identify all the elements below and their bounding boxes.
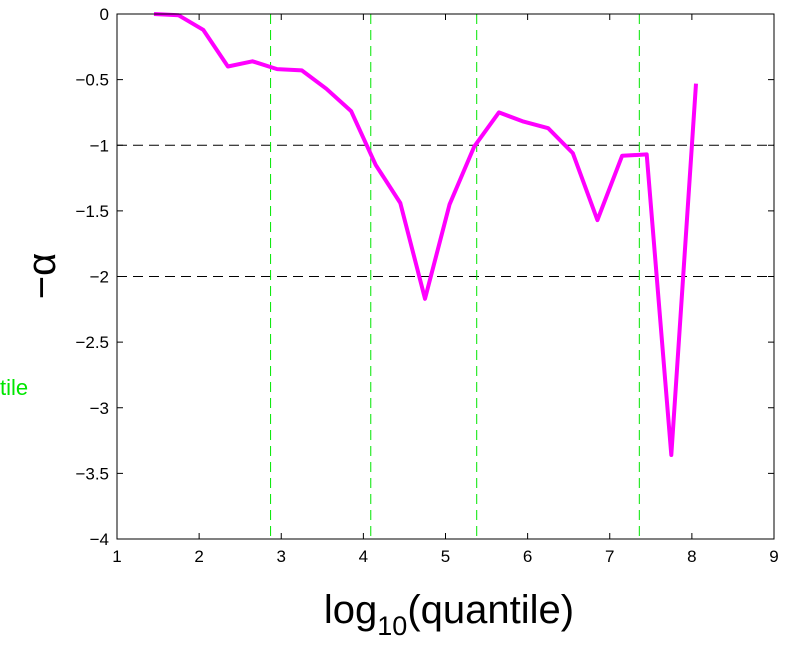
- y-tick-label: −1.5: [75, 202, 109, 221]
- x-tick-label: 7: [605, 547, 614, 566]
- x-tick-label: 2: [194, 547, 203, 566]
- x-tick-label: 6: [523, 547, 532, 566]
- x-axis-label-subscript: 10: [377, 611, 407, 641]
- y-tick-label: −2.5: [75, 333, 109, 352]
- x-tick-label: 9: [769, 547, 778, 566]
- y-tick-label: −4: [90, 530, 109, 549]
- series-layer: [153, 12, 698, 457]
- reference-lines: [117, 14, 774, 539]
- x-tick-label: 8: [687, 547, 696, 566]
- y-tick-label: 0: [100, 5, 109, 24]
- y-tick-label: −3.5: [75, 464, 109, 483]
- x-axis-label-rest: (quantile): [407, 588, 574, 632]
- x-axis-label-base: log: [324, 588, 377, 632]
- x-axis-label: log10(quantile): [324, 588, 574, 641]
- x-tick-label: 3: [277, 547, 286, 566]
- x-tick-labels: 1 2 3 4 5 6 7 8 9: [112, 547, 778, 566]
- y-tick-labels: 0 −0.5 −1 −1.5 −2 −2.5 −3 −3.5 −4: [75, 5, 109, 549]
- x-tick-label: 4: [359, 547, 368, 566]
- side-label: tile: [0, 375, 28, 400]
- side-label-layer: tile: [0, 375, 28, 400]
- x-tick-label: 5: [441, 547, 450, 566]
- x-tick-label: 1: [112, 547, 121, 566]
- y-tick-label: −0.5: [75, 71, 109, 90]
- y-tick-label: −1: [90, 136, 109, 155]
- series-line: [153, 12, 698, 457]
- y-axis-label: −α: [20, 253, 64, 299]
- y-tick-label: −3: [90, 399, 109, 418]
- tick-marks: [116, 13, 775, 540]
- y-tick-label: −2: [90, 268, 109, 287]
